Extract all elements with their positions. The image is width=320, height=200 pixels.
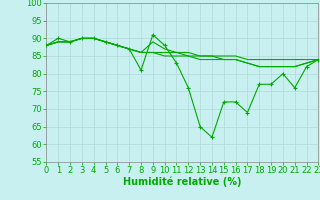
X-axis label: Humidité relative (%): Humidité relative (%) [123,177,242,187]
